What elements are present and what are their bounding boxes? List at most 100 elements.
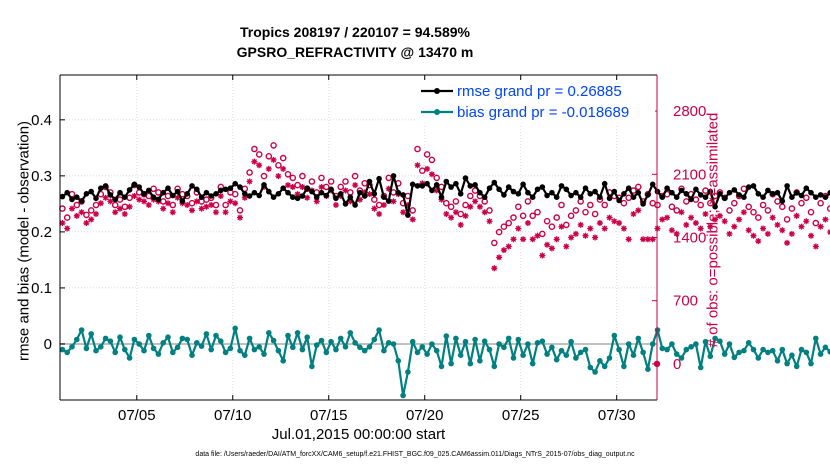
assimilated-obs-marker: [232, 200, 239, 207]
bias-point: [597, 358, 603, 364]
rmse-point: [534, 186, 541, 193]
assimilated-obs-marker: [212, 209, 219, 216]
bias-point: [98, 344, 104, 350]
possible-obs-marker: [764, 207, 772, 214]
possible-obs-marker: [433, 174, 441, 182]
assimilated-obs-marker: [779, 227, 786, 234]
rmse-point: [174, 188, 181, 195]
possible-obs-marker: [73, 201, 81, 209]
possible-obs-marker: [370, 196, 378, 203]
rmse-point: [390, 173, 397, 179]
assimilated-obs-marker: [112, 209, 119, 216]
assimilated-obs-marker: [145, 202, 152, 208]
rmse-point: [433, 182, 440, 188]
assimilated-obs-marker: [544, 241, 551, 248]
y-tick-label-right: 1400: [673, 230, 706, 247]
bias-point: [107, 338, 114, 345]
bias-point: [266, 330, 272, 336]
assimilated-obs-marker: [726, 230, 733, 237]
assimilated-obs-marker: [304, 194, 311, 201]
bias-point: [146, 332, 152, 339]
assimilated-obs-marker: [822, 216, 829, 223]
assimilated-obs-marker: [774, 221, 781, 228]
y-tick-label-right: 2800: [673, 103, 706, 120]
bias-point: [198, 343, 205, 350]
bias-point: [304, 334, 311, 341]
assimilated-obs-marker: [668, 227, 675, 234]
bias-point: [635, 335, 642, 342]
possible-obs-marker: [414, 145, 421, 153]
assimilated-obs-marker: [529, 236, 536, 243]
bias-point: [544, 351, 550, 357]
rmse-point: [702, 194, 709, 200]
assimilated-obs-marker: [78, 209, 85, 216]
possible-obs-marker: [495, 228, 503, 236]
assimilated-obs-marker: [73, 212, 80, 219]
possible-obs-marker: [803, 194, 810, 202]
rmse-point: [601, 180, 608, 187]
assimilated-obs-marker: [174, 194, 181, 201]
rmse-point: [640, 201, 646, 207]
assimilated-obs-marker: [736, 216, 743, 223]
rmse-point: [443, 178, 450, 185]
rmse-point: [568, 192, 574, 199]
chart-title-line2: GPSRO_REFRACTIVITY @ 13470 m: [236, 44, 474, 60]
assimilated-obs-marker: [745, 227, 752, 234]
rmse-point: [122, 194, 128, 200]
assimilated-obs-marker: [750, 232, 757, 239]
assimilated-obs-marker: [361, 189, 368, 196]
assimilated-obs-marker: [664, 214, 671, 221]
rmse-point: [587, 191, 594, 197]
rmse-point: [237, 184, 243, 190]
bias-point: [501, 344, 507, 351]
bias-point: [309, 363, 315, 370]
bias-point: [784, 360, 790, 367]
assimilated-obs-marker: [688, 214, 695, 221]
assimilated-obs-marker: [808, 232, 815, 239]
x-tick-label: 07/15: [310, 407, 348, 424]
x-tick-label: 07/25: [502, 407, 540, 424]
bias-point: [347, 330, 354, 336]
possible-obs-marker: [447, 203, 455, 211]
possible-obs-marker: [63, 214, 71, 221]
rmse-point: [477, 189, 483, 196]
bias-point: [529, 360, 536, 367]
rmse-point: [424, 180, 430, 187]
assimilated-obs-marker: [270, 156, 277, 163]
possible-obs-marker: [87, 207, 95, 214]
rmse-point: [376, 175, 382, 182]
bias-point: [227, 345, 234, 352]
assimilated-obs-marker: [553, 236, 560, 243]
rmse-point: [582, 185, 589, 191]
possible-obs-marker: [774, 198, 781, 205]
possible-obs-marker: [428, 156, 436, 164]
rmse-point: [520, 181, 526, 188]
rmse-point: [453, 180, 459, 187]
rmse-point: [150, 194, 157, 200]
rmse-point: [194, 186, 200, 193]
rmse-point: [333, 195, 339, 202]
possible-obs-marker: [692, 196, 700, 203]
rmse-point: [625, 185, 632, 191]
assimilated-obs-marker: [68, 205, 75, 212]
possible-obs-marker: [255, 151, 263, 158]
possible-obs-marker: [553, 214, 561, 221]
assimilated-obs-marker: [92, 211, 99, 218]
assimilated-obs-marker: [764, 230, 771, 237]
bias-point: [155, 351, 162, 357]
bias-point: [803, 349, 810, 356]
possible-obs-marker: [798, 199, 805, 207]
possible-obs-marker: [466, 192, 474, 200]
bias-point: [64, 349, 70, 356]
rmse-point: [491, 179, 498, 186]
bias-point: [429, 341, 435, 347]
y-tick-label-right: 2100: [673, 166, 706, 183]
assimilated-obs-marker: [462, 212, 469, 219]
bias-point: [256, 344, 263, 350]
rmse-point: [813, 194, 819, 200]
assimilated-obs-marker: [625, 236, 632, 243]
rmse-point: [717, 191, 723, 197]
bias-point: [323, 349, 330, 356]
bias-point: [222, 349, 229, 356]
bias-point: [669, 341, 675, 347]
